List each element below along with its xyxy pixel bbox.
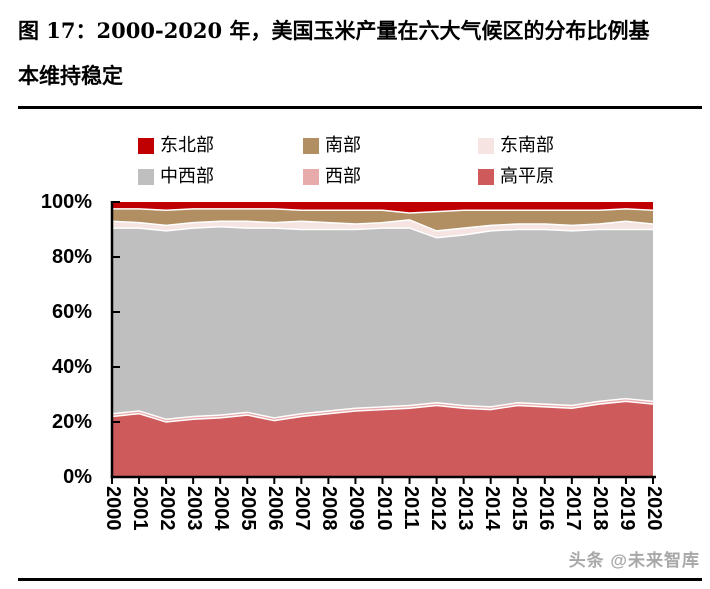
legend-item-southeast: 东南部 [478,136,554,156]
band-boundary-line [112,208,654,214]
x-axis-tick-label: 2001 [129,486,152,531]
x-axis-tick-label: 2015 [507,486,530,531]
x-axis-tick-label: 2002 [156,486,179,531]
y-axis-tick-label: 40% [51,356,92,378]
stacked-area-chart [110,201,656,484]
legend-label: 中西部 [160,166,214,187]
bottom-divider [18,578,702,581]
legend-label: 高平原 [500,166,554,187]
high-plains-swatch-icon [478,169,494,185]
legend-item-high-plains: 高平原 [478,167,554,187]
legend-item-south: 南部 [303,136,361,156]
x-axis-tick-label: 2012 [426,486,449,531]
x-axis-tick-label: 2019 [615,486,638,531]
x-axis-tick-label: 2008 [318,486,341,531]
legend-item-west: 西部 [303,167,361,187]
south-swatch-icon [303,138,319,154]
y-axis-tick-label: 60% [51,301,92,323]
midwest-swatch-icon [138,169,154,185]
x-axis-tick-label: 2017 [561,486,584,531]
x-axis-tick-label: 2013 [453,486,476,531]
legend-item-northeast: 东北部 [138,136,214,156]
y-axis-tick-label: 20% [51,411,92,433]
y-axis-tick-label: 0% [63,466,92,488]
x-axis-tick-label: 2003 [183,486,206,531]
band-boundary-line [111,397,654,420]
x-axis-tick-label: 2011 [399,486,422,530]
top-divider [18,106,702,109]
southeast-swatch-icon [478,138,494,154]
x-axis-tick-label: 2010 [372,486,395,531]
x-axis-tick-label: 2009 [345,486,368,531]
area-中西部 [112,226,653,420]
watermark: 头条 @未来智库 [568,551,700,570]
legend-label: 南部 [325,135,361,156]
northeast-swatch-icon [138,138,154,154]
y-axis-tick-label: 100% [40,191,92,213]
y-axis-tick-label: 80% [51,246,92,268]
figure-title-line-1: 图 17：2000-2020 年，美国玉米产量在六大气候区的分布比例基 [18,18,650,43]
x-axis-tick-label: 2018 [588,486,611,531]
x-axis-tick-label: 2005 [237,486,260,531]
legend-label: 西部 [325,166,361,187]
legend-label: 东北部 [160,135,214,156]
area-西部 [112,398,653,422]
x-axis-tick-label: 2006 [264,486,287,531]
x-axis-tick-label: 2007 [291,486,314,531]
figure-title: 图 17：2000-2020 年，美国玉米产量在六大气候区的分布比例基 本维持稳… [18,8,706,98]
x-axis-tick-label: 2016 [534,486,557,531]
legend-label: 东南部 [500,135,554,156]
legend-item-midwest: 中西部 [138,167,214,187]
figure-title-line-2: 本维持稳定 [18,63,123,88]
west-swatch-icon [303,169,319,185]
band-boundary-line [111,400,654,423]
x-axis-tick-label: 2004 [210,486,233,531]
area-南部 [112,208,653,231]
x-axis-tick-label: 2000 [102,486,124,531]
area-高平原 [112,401,653,477]
band-boundary-line [111,219,654,232]
band-boundary-line [112,226,653,239]
x-axis-tick-label: 2020 [643,486,665,531]
x-axis-tick-label: 2014 [480,486,503,531]
